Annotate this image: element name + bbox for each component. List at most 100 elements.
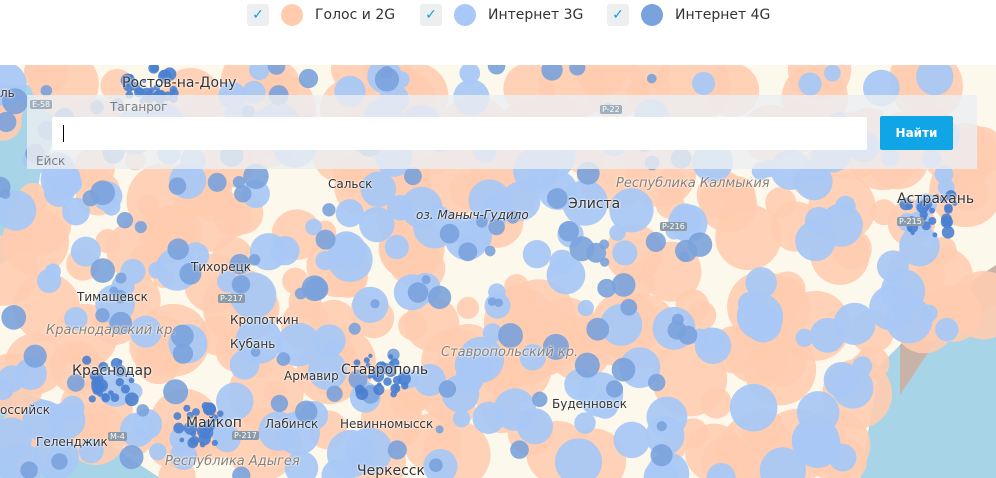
coverage-area	[833, 302, 876, 345]
coverage-area	[258, 411, 298, 451]
coverage-area	[169, 85, 178, 94]
legend-label-3g: Интернет 3G	[488, 7, 584, 23]
city-label: Лабинск	[265, 417, 319, 431]
coverage-area	[308, 351, 348, 391]
coverage-area	[387, 194, 413, 221]
coverage-area	[832, 367, 874, 409]
coverage-area	[945, 190, 957, 202]
coverage-area	[162, 67, 177, 81]
coverage-area	[78, 438, 104, 464]
coverage-area	[284, 451, 319, 478]
coverage-area	[134, 220, 147, 234]
coverage-area	[301, 275, 328, 302]
coverage-area	[298, 68, 319, 89]
coverage-area	[250, 347, 261, 357]
coverage-area	[611, 273, 636, 297]
checkbox-4g[interactable]: ✓	[607, 4, 629, 26]
coverage-area	[920, 304, 938, 322]
coverage-area	[574, 412, 596, 434]
coverage-area	[355, 387, 369, 401]
coverage-area	[388, 354, 394, 360]
coverage-area	[706, 462, 736, 478]
coverage-area	[234, 185, 252, 203]
coverage-area	[488, 218, 505, 236]
coverage-area	[198, 316, 238, 356]
coverage-area	[229, 253, 251, 275]
city-label: Тихорецк	[191, 260, 251, 274]
coverage-area	[934, 164, 954, 184]
city-label: Таганрог	[110, 100, 168, 114]
city-label: Элиста	[568, 196, 621, 212]
coverage-area	[482, 323, 503, 343]
region-label: Краснодарский кр.	[46, 323, 177, 338]
coverage-area	[510, 440, 529, 459]
coverage-area	[98, 361, 109, 373]
caspian-sea	[860, 295, 996, 478]
coverage-area	[459, 65, 481, 84]
legend-label-4g: Интернет 4G	[675, 7, 771, 23]
coverage-area	[183, 404, 191, 412]
coverage-area	[12, 273, 81, 341]
coverage-area	[149, 442, 167, 461]
coverage-area	[558, 220, 579, 242]
coverage-area	[549, 249, 575, 275]
coverage-area	[546, 188, 568, 209]
search-input[interactable]	[52, 117, 867, 150]
coverage-area	[243, 163, 269, 190]
coverage-area	[675, 239, 698, 263]
coverage-area	[82, 190, 99, 207]
coverage-area	[51, 453, 68, 470]
coverage-area	[899, 197, 912, 211]
coverage-area	[387, 440, 407, 460]
coverage-area	[173, 412, 182, 420]
coverage-area	[249, 65, 270, 81]
coverage-area	[454, 345, 494, 385]
coverage-area	[611, 357, 636, 382]
coverage-area	[899, 225, 940, 267]
legend-item-4g[interactable]: ✓ Интернет 4G	[607, 3, 770, 27]
coverage-area	[404, 167, 422, 186]
coverage-area	[620, 298, 638, 316]
coverage-area	[90, 258, 116, 283]
coverage-area	[944, 205, 953, 214]
search-button[interactable]: Найти	[880, 116, 953, 150]
coverage-area	[167, 238, 189, 260]
coverage-area	[940, 213, 952, 225]
coverage-area	[365, 362, 371, 368]
coverage-area	[169, 442, 198, 470]
city-label: Кубань	[230, 337, 276, 351]
legend-item-2g[interactable]: ✓ Голос и 2G	[247, 3, 395, 27]
coverage-area	[795, 220, 836, 262]
coverage-area	[216, 382, 254, 421]
coverage-area	[498, 322, 523, 348]
coverage-area	[134, 86, 143, 95]
checkbox-3g[interactable]: ✓	[420, 4, 442, 26]
coverage-area	[456, 296, 479, 319]
checkbox-2g[interactable]: ✓	[247, 4, 269, 26]
coverage-area	[407, 282, 429, 303]
coverage-area	[323, 338, 342, 358]
coverage-area	[472, 401, 505, 435]
coverage-area	[348, 322, 361, 335]
coverage-area	[211, 439, 218, 447]
coverage-area	[373, 384, 385, 396]
coverage-area	[2, 88, 29, 115]
color-swatch-2g	[281, 4, 303, 26]
coverage-area	[183, 421, 198, 435]
coverage-area	[438, 380, 457, 398]
legend-item-3g[interactable]: ✓ Интернет 3G	[420, 3, 583, 27]
coverage-area	[941, 226, 955, 239]
coverage-area	[120, 384, 130, 394]
coverage-area	[554, 438, 603, 478]
coverage-area	[699, 174, 758, 233]
coverage-area	[110, 393, 120, 402]
coverage-area	[276, 352, 291, 366]
coverage-area	[82, 355, 92, 365]
road-sign: P-215	[897, 217, 924, 226]
coverage-area	[609, 188, 654, 233]
coverage-area	[732, 191, 755, 215]
coverage-area	[95, 308, 110, 323]
coverage-area	[828, 443, 857, 472]
coverage-area	[231, 275, 251, 294]
coverage-area	[66, 374, 85, 392]
